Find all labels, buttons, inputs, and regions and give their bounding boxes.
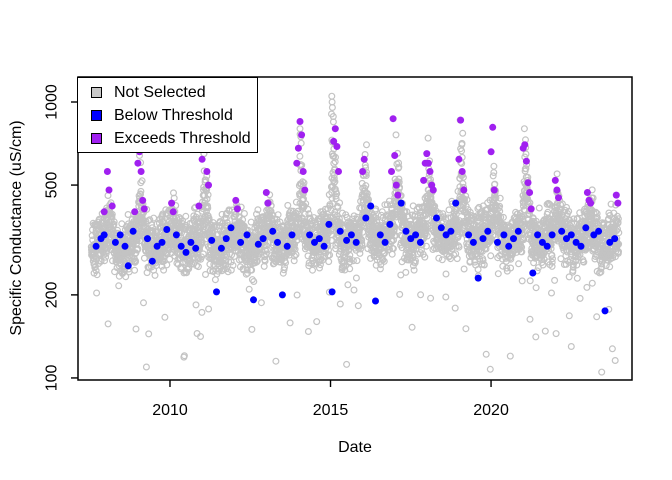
x-axis-title: Date — [338, 439, 372, 456]
below-threshold-points — [92, 199, 619, 315]
legend-item-not-selected: Not Selected — [91, 82, 257, 103]
legend-swatch-below-threshold — [91, 109, 102, 121]
legend-swatch-not-selected — [91, 86, 102, 98]
x-tick-label: 2015 — [313, 402, 349, 419]
legend: Not Selected Below Threshold Exceeds Thr… — [77, 77, 258, 153]
x-tick-label: 2010 — [152, 402, 188, 419]
exceeds-threshold-points — [100, 115, 622, 216]
x-tick-label: 2020 — [473, 402, 509, 419]
legend-item-below-threshold: Below Threshold — [91, 105, 257, 126]
legend-swatch-exceeds-threshold — [91, 132, 102, 144]
legend-label-not-selected: Not Selected — [114, 83, 206, 101]
x-axis-ticks: 2010 2015 2020 — [152, 380, 509, 419]
y-tick-label: 200 — [44, 281, 61, 308]
y-tick-label: 100 — [44, 364, 61, 391]
plot-box — [77, 76, 633, 381]
y-axis-title: Specific Conductance (uS/cm) — [8, 120, 25, 336]
y-tick-label: 1000 — [44, 84, 61, 120]
legend-label-exceeds-threshold: Exceeds Threshold — [114, 129, 251, 147]
y-tick-label: 500 — [44, 172, 61, 199]
y-axis-ticks: 100 200 500 1000 — [44, 84, 78, 391]
legend-label-below-threshold: Below Threshold — [114, 106, 233, 124]
legend-item-exceeds-threshold: Exceeds Threshold — [91, 128, 257, 149]
